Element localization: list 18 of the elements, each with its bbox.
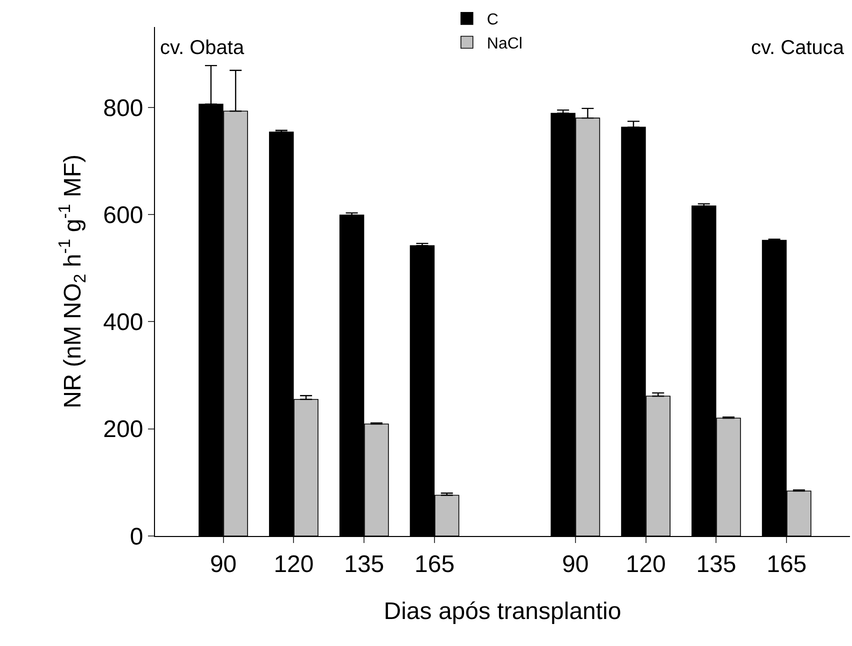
- x-tick-label: 120: [626, 550, 666, 578]
- x-axis-title: Dias após transplantio: [384, 598, 622, 626]
- x-tick-label: 90: [210, 550, 237, 578]
- annotation: cv. Catuca: [751, 37, 845, 59]
- y-tick-label: 200: [103, 416, 144, 444]
- y-tick-label: 0: [130, 523, 144, 550]
- x-tick-label: 135: [344, 550, 384, 578]
- annotation: cv. Obata: [160, 37, 245, 59]
- x-tick-label: 90: [562, 550, 589, 578]
- x-tick-label: 165: [414, 550, 455, 578]
- y-tick-label: 400: [103, 309, 144, 336]
- x-tick-label: 120: [274, 550, 314, 578]
- y-tick-label: 600: [103, 202, 144, 229]
- legend-label: NaCl: [486, 35, 522, 52]
- x-tick-label: 135: [696, 550, 736, 578]
- y-tick-label: 800: [103, 94, 144, 122]
- legend-label: C: [486, 12, 498, 29]
- x-tick-label: 165: [766, 550, 807, 578]
